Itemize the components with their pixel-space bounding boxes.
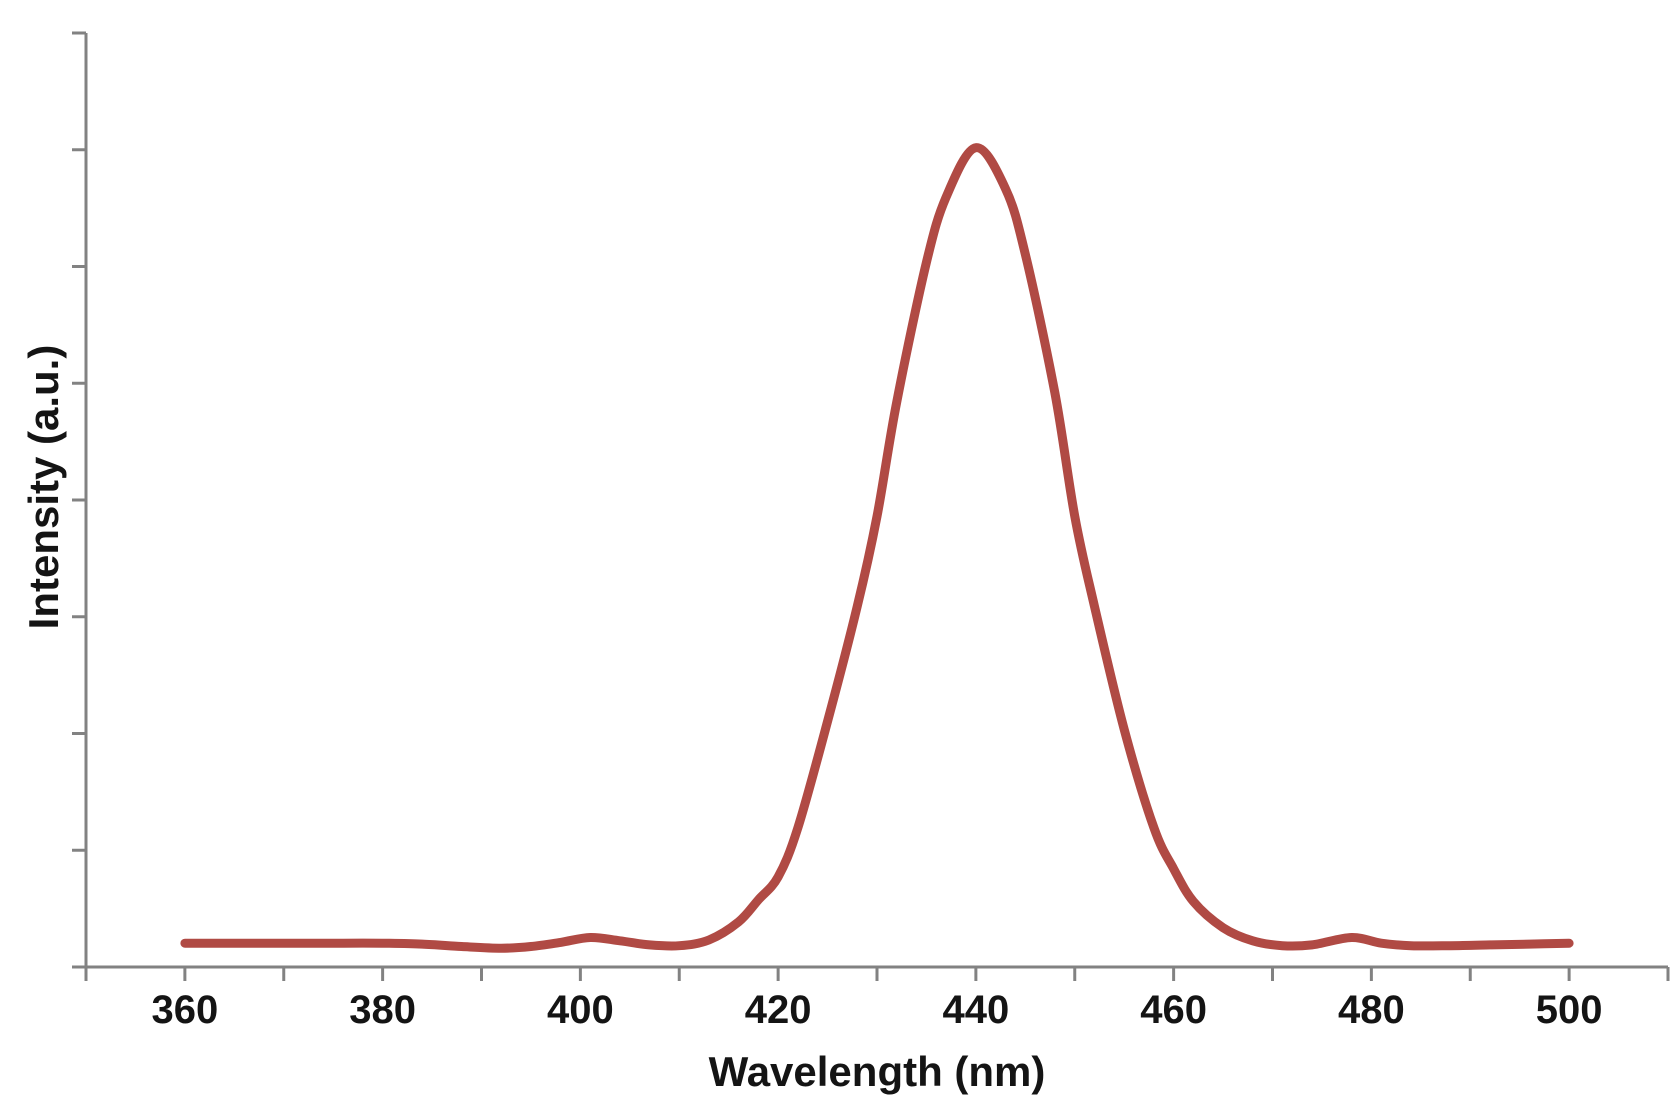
x-axis-title: Wavelength (nm): [708, 1048, 1046, 1095]
x-tick-label: 420: [745, 988, 812, 1032]
x-tick-label: 380: [349, 988, 416, 1032]
x-tick-label: 440: [943, 988, 1010, 1032]
x-tick-label: 480: [1338, 988, 1405, 1032]
y-axis-title: Intensity (a.u.): [20, 344, 67, 630]
x-tick-label: 500: [1536, 988, 1603, 1032]
x-tick-label: 460: [1140, 988, 1207, 1032]
spectrum-curve: [180, 143, 1574, 953]
x-tick-label: 360: [152, 988, 219, 1032]
x-tick-label: 400: [547, 988, 614, 1032]
